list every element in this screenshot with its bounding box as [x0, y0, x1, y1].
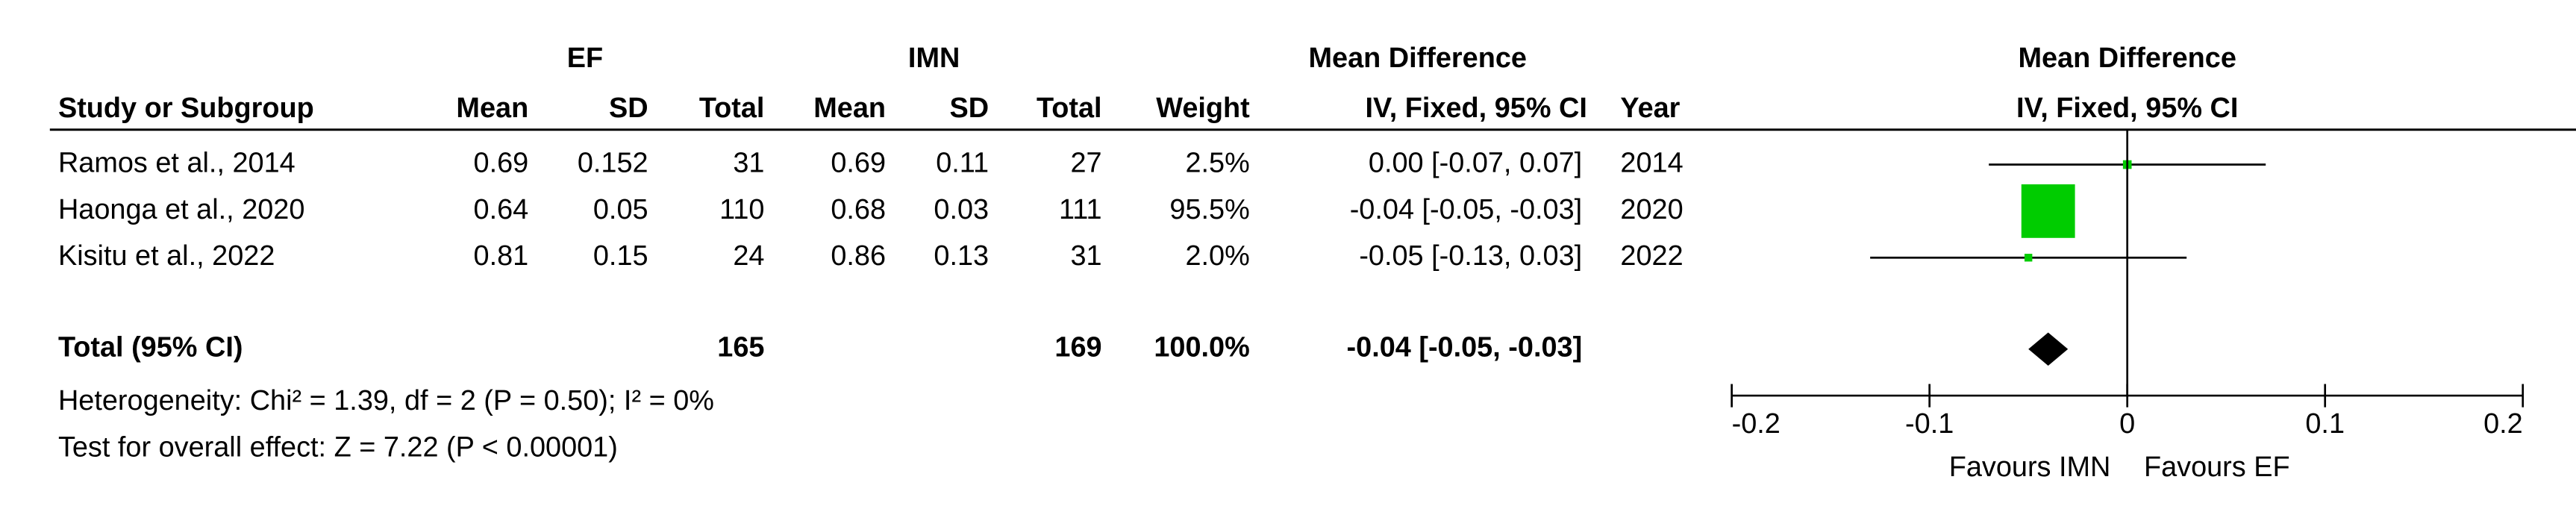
column-header: Study or Subgroup [58, 93, 314, 124]
weight-box [2021, 184, 2075, 238]
total-cell: -0.04 [-0.05, -0.03] [1347, 332, 1583, 363]
column-header: Total [699, 93, 765, 124]
group-header: EF [567, 43, 603, 74]
cell: 0.86 [831, 240, 886, 272]
cell: 0.15 [593, 240, 648, 272]
column-header: IV, Fixed, 95% CI [1365, 93, 1586, 124]
total-cell: 169 [1054, 332, 1101, 363]
group-header: IMN [908, 43, 960, 74]
cell: 0.03 [934, 194, 989, 225]
column-header: SD [950, 93, 990, 124]
cell: 0.81 [474, 240, 529, 272]
column-header: Mean [813, 93, 886, 124]
favours-right: Favours EF [2144, 452, 2290, 483]
column-header: Weight [1156, 93, 1250, 124]
x-tick-label: -0.2 [1732, 408, 1781, 440]
cell: 2.5% [1185, 148, 1249, 179]
cell: -0.04 [-0.05, -0.03] [1350, 194, 1582, 225]
x-tick-label: 0 [2119, 408, 2135, 440]
cell: 0.64 [474, 194, 529, 225]
column-header: Year [1620, 93, 1680, 124]
cell: 0.00 [-0.07, 0.07] [1369, 148, 1582, 179]
total-diamond [2028, 332, 2069, 366]
total-cell: Total (95% CI) [58, 332, 243, 363]
group-header: Mean Difference [2018, 43, 2236, 74]
cell: 31 [1070, 240, 1101, 272]
cell: 111 [1059, 194, 1102, 225]
cell: Haonga et al., 2020 [58, 194, 304, 225]
cell: 2022 [1620, 240, 1683, 272]
cell: 2020 [1620, 194, 1683, 225]
column-header: Total [1037, 93, 1102, 124]
favours-left: Favours IMN [1949, 452, 2111, 483]
cell: 27 [1070, 148, 1101, 179]
column-header: SD [609, 93, 648, 124]
column-header: IV, Fixed, 95% CI [2016, 93, 2238, 124]
cell: 0.13 [934, 240, 989, 272]
heterogeneity: Heterogeneity: Chi² = 1.39, df = 2 (P = … [58, 385, 714, 416]
cell: 2.0% [1185, 240, 1249, 272]
cell: 24 [733, 240, 764, 272]
cell: 0.69 [831, 148, 886, 179]
total-cell: 100.0% [1154, 332, 1249, 363]
overall-effect: Test for overall effect: Z = 7.22 (P < 0… [58, 431, 618, 463]
weight-box [2024, 254, 2033, 262]
x-tick-label: -0.1 [1905, 408, 1954, 440]
x-tick-label: 0.1 [2305, 408, 2345, 440]
x-tick-label: 0.2 [2483, 408, 2523, 440]
cell: 31 [733, 148, 764, 179]
cell: 0.68 [831, 194, 886, 225]
cell: 0.11 [936, 148, 989, 179]
group-header: Mean Difference [1308, 43, 1526, 74]
cell: Ramos et al., 2014 [58, 148, 296, 179]
cell: 0.152 [578, 148, 648, 179]
cell: 95.5% [1169, 194, 1249, 225]
cell: 110 [719, 194, 764, 225]
cell: -0.05 [-0.13, 0.03] [1359, 240, 1582, 272]
total-cell: 165 [717, 332, 764, 363]
cell: Kisitu et al., 2022 [58, 240, 275, 272]
cell: 0.05 [593, 194, 648, 225]
cell: 0.69 [474, 148, 529, 179]
column-header: Mean [456, 93, 528, 124]
cell: 2014 [1620, 148, 1683, 179]
